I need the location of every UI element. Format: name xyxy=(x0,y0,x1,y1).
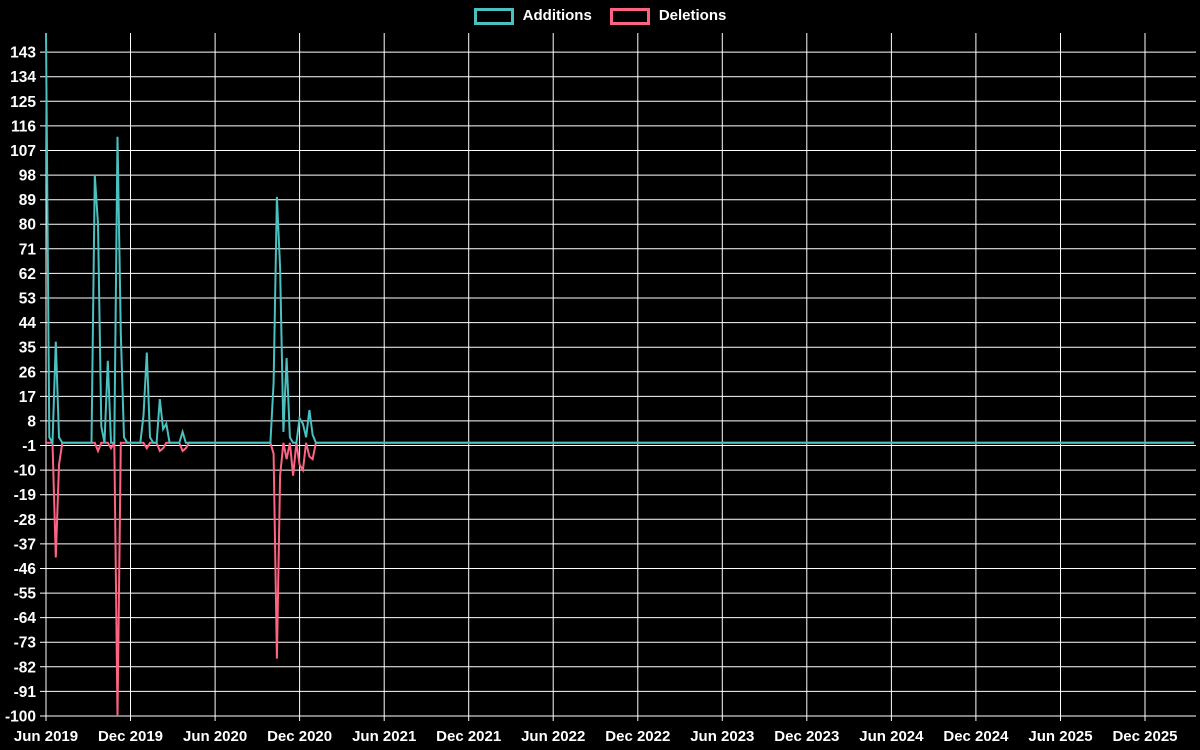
y-tick-label: -64 xyxy=(14,610,37,627)
y-tick-label: -100 xyxy=(5,709,36,726)
y-axis-labels: 143 134 125 116 107 98 89 80 71 62 53 44 35 26 17 8 -1 -1… xyxy=(5,45,36,726)
y-tick-label: 98 xyxy=(19,168,37,185)
x-tick-label: Jun 2020 xyxy=(183,728,247,745)
x-tick-label: Dec 2024 xyxy=(943,728,1009,745)
x-tick-label: Dec 2023 xyxy=(774,728,839,745)
y-tick-label: -1 xyxy=(22,438,36,455)
legend-label-deletions: Deletions xyxy=(658,7,727,24)
y-gridlines xyxy=(40,51,1196,717)
y-tick-label: 8 xyxy=(27,413,36,430)
y-tick-label: -82 xyxy=(14,659,36,676)
y-tick-label: -10 xyxy=(14,463,36,480)
y-tick-label: -37 xyxy=(14,536,36,553)
y-tick-label: 116 xyxy=(11,118,36,135)
y-tick-label: 107 xyxy=(10,143,36,160)
y-tick-label: -55 xyxy=(14,586,37,603)
legend-item-additions[interactable]: Additions xyxy=(473,7,592,25)
x-tick-label: Jun 2022 xyxy=(521,728,585,745)
x-tick-label: Dec 2020 xyxy=(267,728,332,745)
legend-item-deletions[interactable]: Deletions xyxy=(609,7,727,25)
y-tick-label: -28 xyxy=(14,512,37,529)
deletions-swatch-icon xyxy=(609,7,650,25)
y-tick-label: 80 xyxy=(19,217,36,234)
x-tick-label: Dec 2019 xyxy=(98,728,163,745)
y-tick-label: 62 xyxy=(19,266,36,283)
legend-label-additions: Additions xyxy=(522,7,592,24)
y-tick-label: 134 xyxy=(10,69,36,86)
y-tick-label: 44 xyxy=(19,315,37,332)
y-tick-label: 143 xyxy=(10,45,36,62)
x-tick-label: Jun 2019 xyxy=(14,728,78,745)
y-tick-label: 26 xyxy=(19,364,37,381)
chart-legend: Additions Deletions xyxy=(0,7,1200,25)
y-tick-label: 125 xyxy=(10,94,36,111)
y-tick-label: -46 xyxy=(14,561,37,578)
y-tick-label: 35 xyxy=(19,340,37,357)
x-tick-label: Dec 2025 xyxy=(1112,728,1177,745)
x-tick-label: Jun 2021 xyxy=(352,728,416,745)
additions-line xyxy=(45,32,1194,447)
y-tick-label: 53 xyxy=(19,291,37,308)
y-tick-label: 89 xyxy=(19,192,37,209)
y-tick-label: 71 xyxy=(19,241,37,258)
x-tick-label: Jun 2024 xyxy=(859,728,924,745)
x-tick-label: Jun 2023 xyxy=(690,728,754,745)
additions-swatch-icon xyxy=(473,7,514,25)
y-tick-label: -19 xyxy=(14,487,37,504)
x-tick-label: Dec 2022 xyxy=(605,728,670,745)
x-tick-label: Jun 2025 xyxy=(1028,728,1092,745)
y-tick-label: 17 xyxy=(19,389,36,406)
x-gridlines xyxy=(45,33,1146,721)
y-tick-label: -73 xyxy=(14,635,37,652)
x-tick-label: Dec 2021 xyxy=(436,728,501,745)
y-tick-label: -91 xyxy=(14,684,37,701)
x-axis-labels: Jun 2019 Dec 2019 Jun 2020 Dec 2020 Jun 2021… xyxy=(14,728,1178,745)
